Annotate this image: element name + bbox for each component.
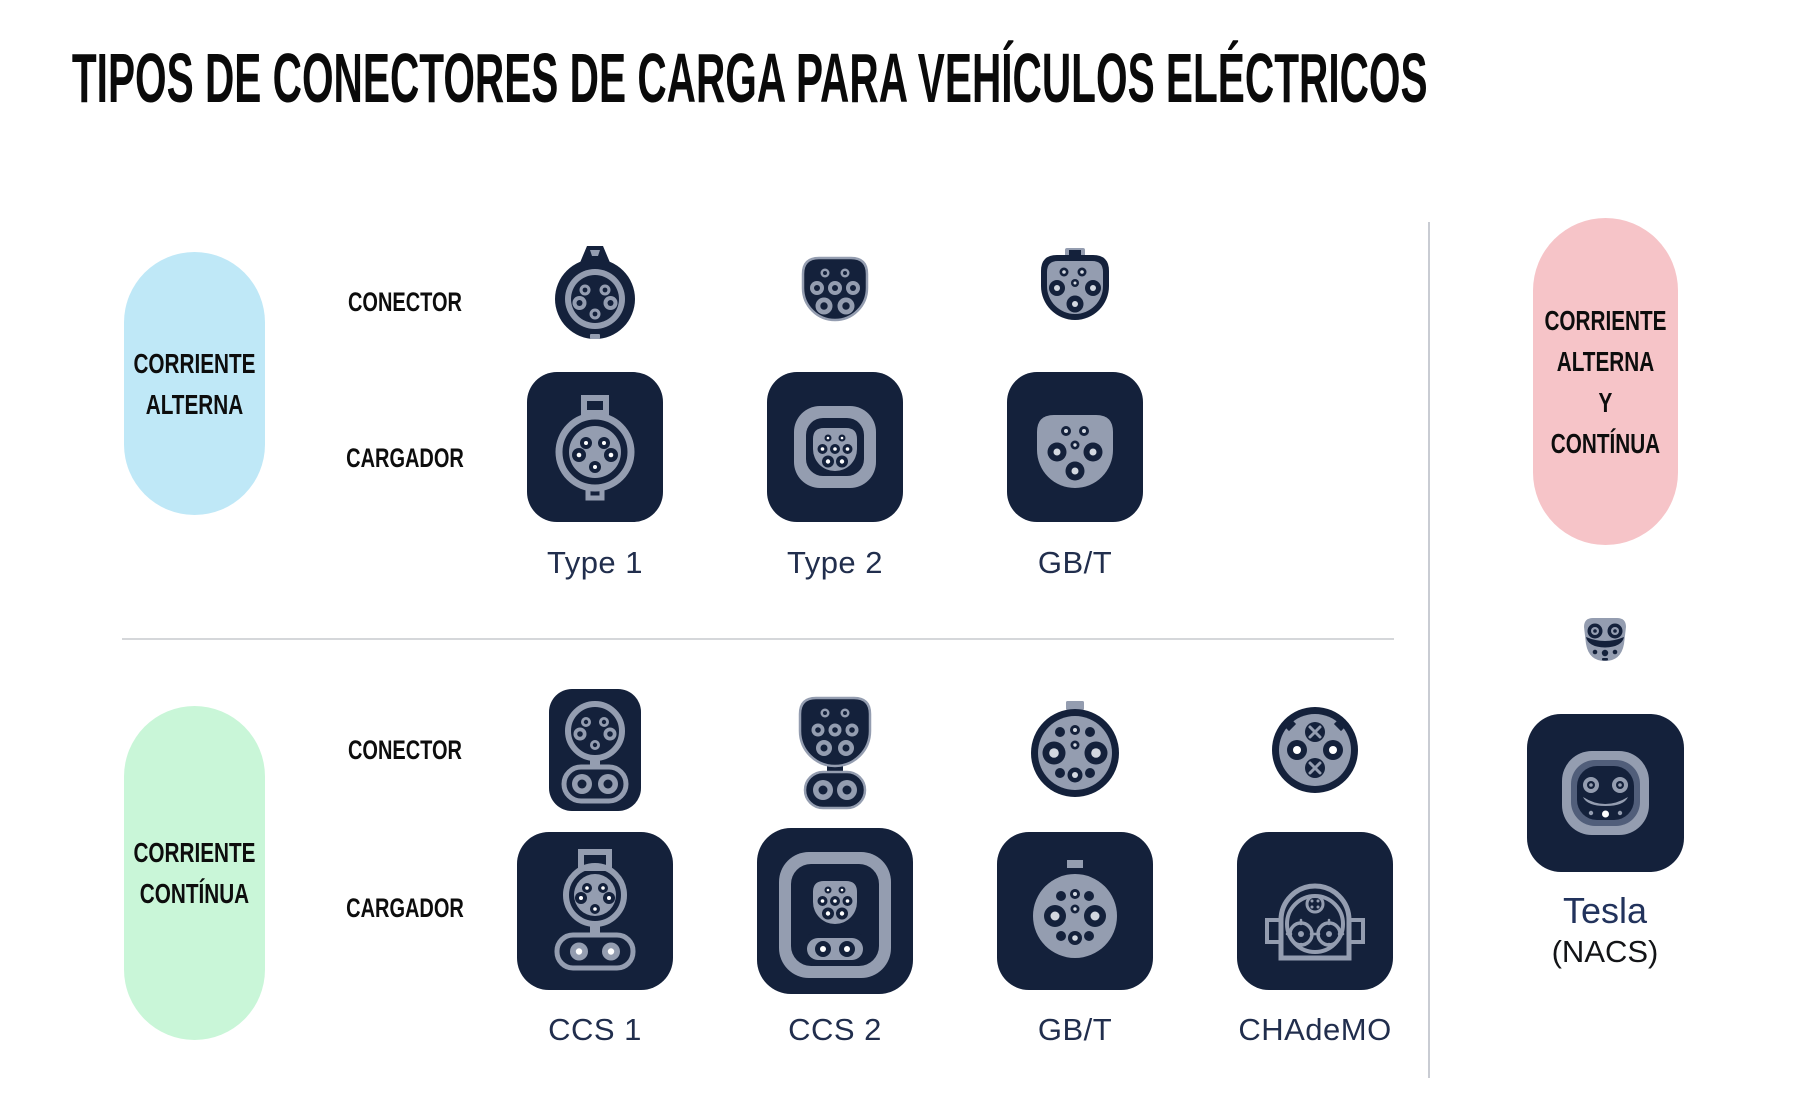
- ccs1-connector-icon: [549, 689, 641, 811]
- type1-charger-icon: [527, 372, 663, 522]
- tesla-charger-icon: [1527, 714, 1684, 872]
- badge-line: CORRIENTE: [133, 347, 256, 379]
- acdc-current-badge: CORRIENTE ALTERNA Y CONTÍNUA: [1533, 218, 1678, 545]
- gbt-ac-charger-icon: [1007, 372, 1143, 522]
- ac-current-badge-text: CORRIENTE ALTERNA: [133, 343, 255, 425]
- gbt-dc-connector-icon: [1029, 701, 1121, 799]
- dc-current-badge-text: CORRIENTE CONTÍNUA: [133, 832, 255, 914]
- acdc-current-badge-text: CORRIENTE ALTERNA Y CONTÍNUA: [1544, 300, 1666, 464]
- ccs1-charger-icon: [517, 832, 673, 990]
- ac-connector-row-label: CONECTOR: [348, 287, 462, 317]
- horizontal-divider: [122, 638, 1394, 640]
- connector-type-label: GB/T: [1037, 1012, 1113, 1047]
- chademo-charger-icon: [1237, 832, 1393, 990]
- ccs2-connector-icon: [789, 688, 881, 812]
- tesla-connector-icon: [1577, 616, 1633, 664]
- ccs2-charger-icon: [757, 828, 913, 994]
- badge-line: ALTERNA: [1556, 345, 1655, 377]
- connector-type-label: CCS 1: [548, 1012, 642, 1047]
- gbt-dc-charger-icon: [997, 832, 1153, 990]
- type2-charger-icon: [767, 372, 903, 522]
- dc-connector-row-label: CONECTOR: [348, 735, 462, 765]
- badge-line: ALTERNA: [145, 388, 244, 420]
- type2-connector-icon: [797, 252, 873, 334]
- title-wrap: TIPOS DE CONECTORES DE CARGA PARA VEHÍCU…: [40, 36, 1460, 120]
- ac-current-badge: CORRIENTE ALTERNA: [124, 252, 265, 515]
- badge-line: CONTÍNUA: [1550, 427, 1661, 459]
- vertical-divider: [1428, 222, 1430, 1078]
- chademo-connector-icon: [1271, 706, 1359, 794]
- connector-type-label: CHAdeMO: [1238, 1012, 1392, 1047]
- page-title: TIPOS DE CONECTORES DE CARGA PARA VEHÍCU…: [72, 39, 1428, 117]
- tesla-label: Tesla: [1562, 890, 1648, 931]
- dc-charger-row-label: CARGADOR: [346, 893, 464, 923]
- badge-line: CORRIENTE: [133, 837, 256, 868]
- connector-type-label: Type 1: [546, 545, 644, 580]
- badge-line: CORRIENTE: [1544, 304, 1667, 336]
- ac-charger-row-label: CARGADOR: [346, 443, 464, 473]
- nacs-sublabel: (NACS): [1551, 934, 1659, 969]
- badge-line: CONTÍNUA: [139, 878, 250, 909]
- gbt-ac-connector-icon: [1036, 248, 1114, 334]
- connector-type-label: Type 2: [786, 545, 884, 580]
- dc-current-badge: CORRIENTE CONTÍNUA: [124, 706, 265, 1040]
- connector-type-label: CCS 2: [788, 1012, 882, 1047]
- connector-type-label: GB/T: [1037, 545, 1113, 580]
- type1-connector-icon: [550, 243, 640, 339]
- badge-line: Y: [1598, 386, 1613, 418]
